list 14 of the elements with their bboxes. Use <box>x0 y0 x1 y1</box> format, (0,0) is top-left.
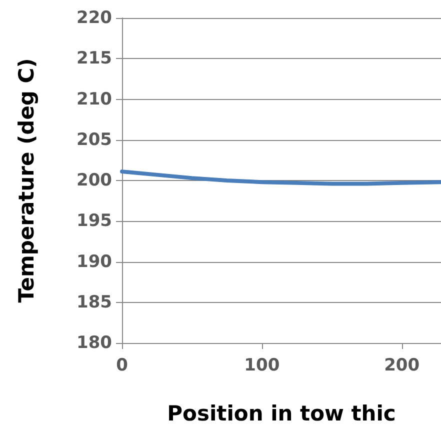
y-tick-label: 195 <box>76 211 112 232</box>
x-tick-label: 100 <box>244 356 280 376</box>
x-tick-label: 0 <box>116 356 128 376</box>
y-tick-label: 190 <box>76 252 112 272</box>
y-axis-title: Temperature (deg C) <box>14 58 38 303</box>
y-tick-label: 185 <box>76 292 112 312</box>
x-axis-title: Position in tow thic <box>167 402 396 426</box>
y-tick-label: 205 <box>76 130 112 150</box>
y-tick-label: 220 <box>76 8 112 28</box>
y-tick-label: 210 <box>76 89 112 110</box>
y-tick-label: 200 <box>76 170 112 190</box>
y-tick-label: 180 <box>76 333 112 353</box>
x-tick-label: 200 <box>384 356 420 376</box>
y-tick-label: 215 <box>76 48 112 69</box>
